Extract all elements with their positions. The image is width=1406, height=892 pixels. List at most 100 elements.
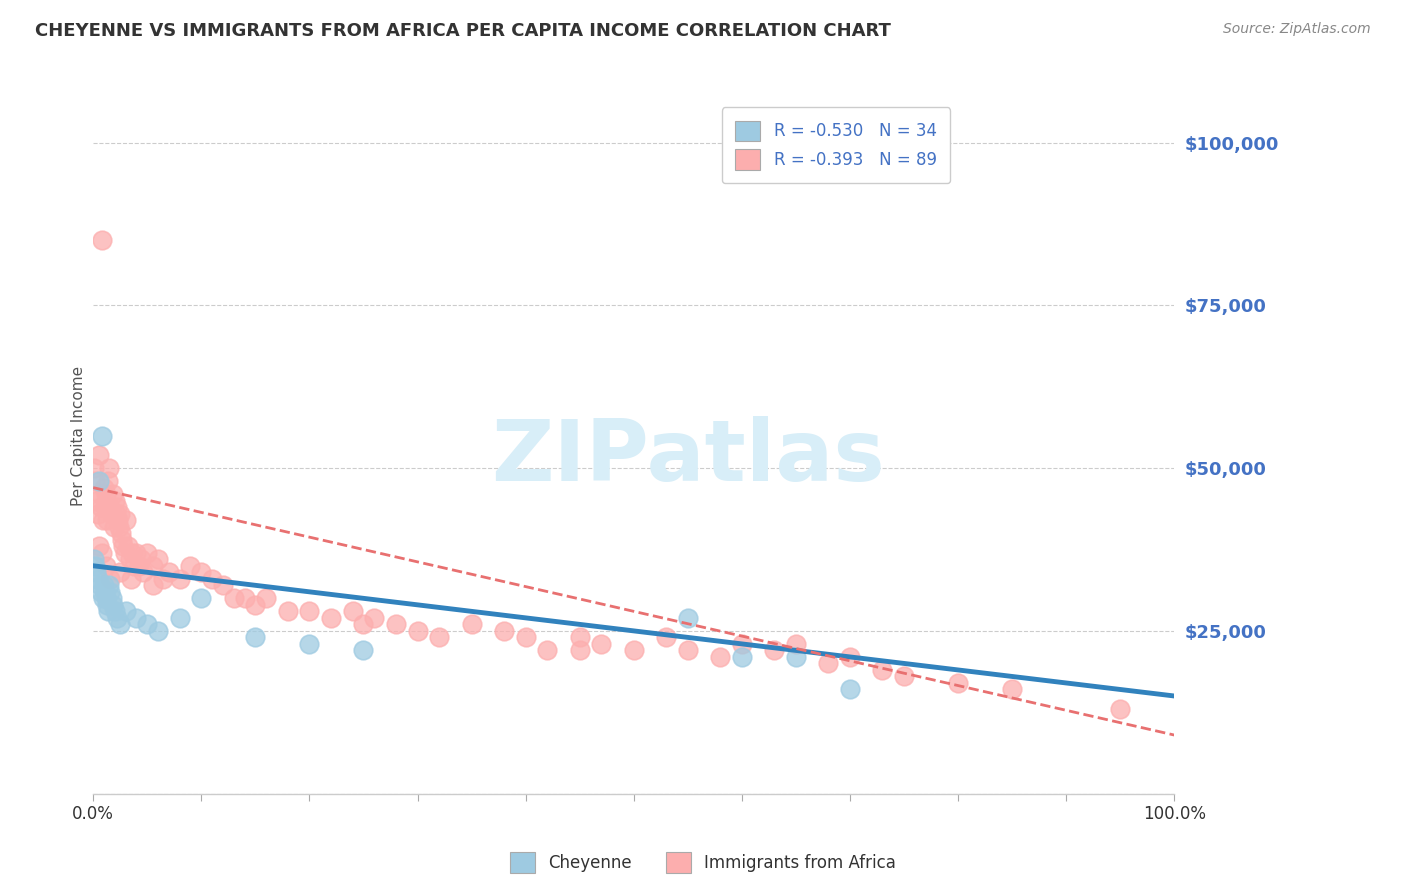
Point <box>86 493 108 508</box>
Point <box>342 604 364 618</box>
Point <box>96 558 118 573</box>
Point <box>201 572 224 586</box>
Point <box>254 591 277 606</box>
Point <box>277 604 299 618</box>
Point <box>86 507 108 521</box>
Point <box>104 493 127 508</box>
Point <box>406 624 429 638</box>
Point <box>1109 702 1132 716</box>
Point <box>100 507 122 521</box>
Point <box>96 487 118 501</box>
Point <box>128 558 150 573</box>
Point <box>146 624 169 638</box>
Point <box>111 533 134 547</box>
Point <box>817 657 839 671</box>
Point <box>676 611 699 625</box>
Point <box>89 578 111 592</box>
Point <box>676 643 699 657</box>
Point <box>623 643 645 657</box>
Point <box>97 604 120 618</box>
Point <box>90 584 112 599</box>
Text: CHEYENNE VS IMMIGRANTS FROM AFRICA PER CAPITA INCOME CORRELATION CHART: CHEYENNE VS IMMIGRANTS FROM AFRICA PER C… <box>35 22 891 40</box>
Point <box>157 566 180 580</box>
Point <box>107 513 129 527</box>
Point <box>90 546 112 560</box>
Point <box>90 500 112 515</box>
Point <box>298 604 321 618</box>
Point <box>494 624 516 638</box>
Point <box>142 578 165 592</box>
Point <box>136 546 159 560</box>
Point <box>84 474 107 488</box>
Point <box>120 572 142 586</box>
Point <box>353 643 375 657</box>
Point <box>568 643 591 657</box>
Point <box>87 539 110 553</box>
Point <box>460 617 482 632</box>
Point <box>93 578 115 592</box>
Point <box>91 591 114 606</box>
Point <box>179 558 201 573</box>
Point <box>245 631 267 645</box>
Point <box>96 598 118 612</box>
Point <box>245 598 267 612</box>
Point <box>110 507 132 521</box>
Point <box>591 637 613 651</box>
Point <box>893 669 915 683</box>
Point <box>94 500 117 515</box>
Point <box>169 611 191 625</box>
Point <box>90 428 112 442</box>
Point <box>118 552 141 566</box>
Point <box>98 461 121 475</box>
Point <box>83 461 105 475</box>
Point <box>190 591 212 606</box>
Point <box>839 649 862 664</box>
Point <box>108 519 131 533</box>
Point <box>129 552 152 566</box>
Point <box>136 617 159 632</box>
Y-axis label: Per Capita Income: Per Capita Income <box>72 366 86 506</box>
Point <box>785 649 807 664</box>
Point <box>142 558 165 573</box>
Point <box>86 566 108 580</box>
Point <box>114 513 136 527</box>
Point <box>110 526 132 541</box>
Point <box>946 676 969 690</box>
Point <box>117 539 139 553</box>
Point <box>515 631 537 645</box>
Point <box>125 546 148 560</box>
Point <box>103 519 125 533</box>
Point <box>132 566 155 580</box>
Point <box>87 474 110 488</box>
Point <box>763 643 786 657</box>
Point <box>104 507 127 521</box>
Point <box>121 546 143 560</box>
Point <box>94 584 117 599</box>
Point <box>101 487 124 501</box>
Point <box>568 631 591 645</box>
Point <box>709 649 731 664</box>
Point <box>101 598 124 612</box>
Point <box>427 631 450 645</box>
Point <box>100 500 122 515</box>
Point <box>319 611 342 625</box>
Point <box>233 591 256 606</box>
Point <box>114 546 136 560</box>
Point <box>536 643 558 657</box>
Point <box>96 591 118 606</box>
Point <box>93 481 115 495</box>
Point <box>110 566 132 580</box>
Point <box>86 572 108 586</box>
Point <box>353 617 375 632</box>
Point <box>655 631 678 645</box>
Text: Source: ZipAtlas.com: Source: ZipAtlas.com <box>1223 22 1371 37</box>
Point <box>98 578 121 592</box>
Point <box>91 513 114 527</box>
Point <box>105 611 128 625</box>
Point <box>731 649 754 664</box>
Text: ZIPatlas: ZIPatlas <box>491 416 884 499</box>
Point <box>90 233 112 247</box>
Point <box>152 572 174 586</box>
Point <box>114 604 136 618</box>
Point <box>100 572 122 586</box>
